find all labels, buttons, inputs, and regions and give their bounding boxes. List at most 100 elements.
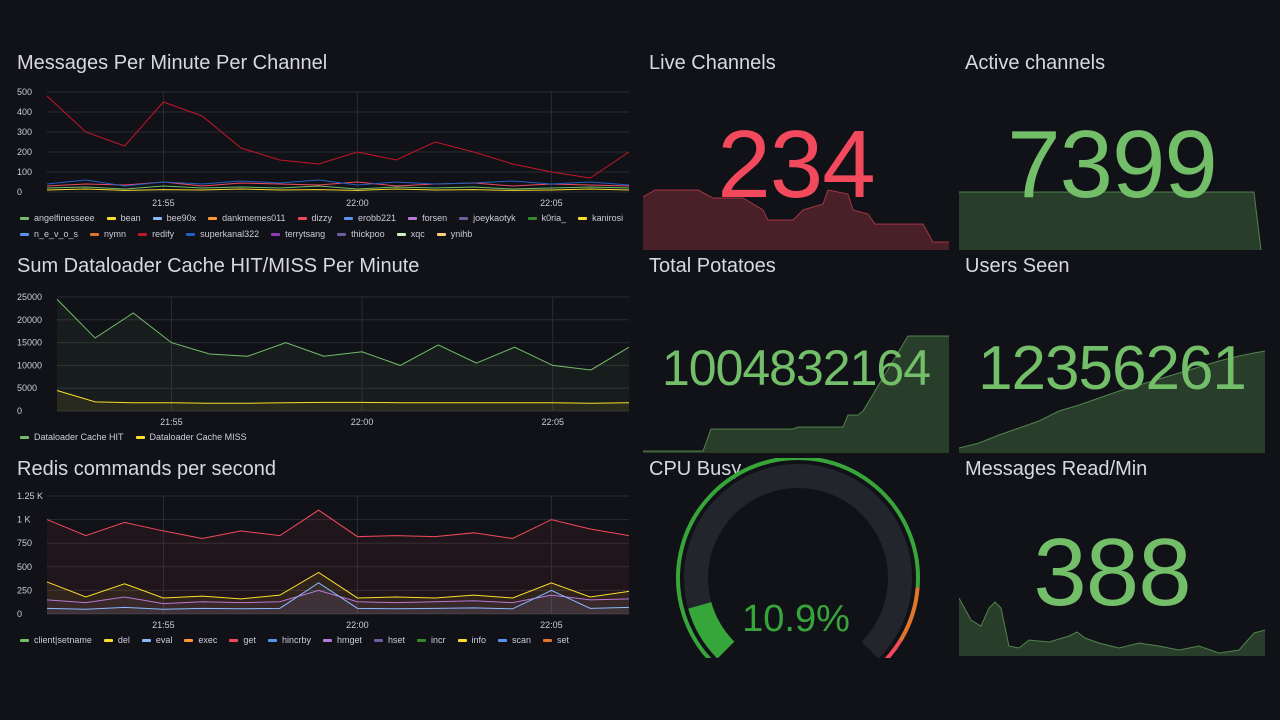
legend-item[interactable]: terrytsang bbox=[271, 229, 325, 239]
legend-item[interactable]: get bbox=[229, 635, 256, 645]
x-tick-label: 22:00 bbox=[346, 198, 369, 208]
y-tick-label: 300 bbox=[17, 127, 32, 137]
stat-value: 234 bbox=[717, 111, 875, 218]
stat-value: 12356261 bbox=[978, 334, 1247, 403]
legend-swatch bbox=[459, 217, 469, 221]
legend-item[interactable]: set bbox=[543, 635, 569, 645]
legend-item[interactable]: del bbox=[103, 635, 130, 645]
legend-label: client|setname bbox=[34, 635, 92, 645]
legend-item[interactable]: exec bbox=[184, 635, 217, 645]
series-area bbox=[57, 390, 629, 411]
series-area bbox=[47, 582, 629, 614]
legend-swatch bbox=[373, 639, 383, 643]
y-tick-label: 400 bbox=[17, 107, 32, 117]
series-line bbox=[56, 298, 630, 371]
series-line bbox=[46, 509, 630, 539]
series-line bbox=[56, 390, 630, 404]
legend-swatch bbox=[141, 639, 151, 643]
panel-title: Total Potatoes bbox=[649, 255, 776, 277]
legend-label: nymn bbox=[104, 229, 127, 239]
total-potatoes-sparkline bbox=[643, 335, 949, 453]
y-tick-label: 500 bbox=[17, 562, 32, 572]
legend-item[interactable]: n_e_v_o_s bbox=[20, 229, 78, 239]
legend-swatch bbox=[396, 233, 406, 237]
legend-item[interactable]: eval bbox=[141, 635, 172, 645]
legend-item[interactable]: hincrby bbox=[267, 635, 311, 645]
legend-label: incr bbox=[430, 635, 446, 645]
legend-swatch bbox=[498, 639, 508, 643]
x-tick-label: 22:05 bbox=[540, 620, 563, 630]
legend-swatch bbox=[106, 217, 116, 221]
gauge-threshold-red bbox=[884, 639, 903, 658]
legend-label: superkanal322 bbox=[200, 229, 260, 239]
x-tick-label: 21:55 bbox=[160, 417, 183, 427]
legend-swatch bbox=[416, 639, 426, 643]
legend-item[interactable]: ynihb bbox=[436, 229, 472, 239]
legend-item[interactable]: k0ria_ bbox=[527, 213, 566, 223]
legend-swatch bbox=[90, 233, 100, 237]
legend-swatch bbox=[103, 639, 113, 643]
legend-label: bee90x bbox=[166, 213, 197, 223]
legend-item[interactable]: angelfinesseee bbox=[20, 213, 95, 223]
legend-item[interactable]: dankmemes011 bbox=[208, 213, 286, 223]
legend-swatch bbox=[322, 639, 332, 643]
legend-label: Dataloader Cache HIT bbox=[34, 432, 124, 442]
legend-item[interactable]: client|setname bbox=[20, 635, 92, 645]
legend-label: hincrby bbox=[281, 635, 311, 645]
legend-swatch bbox=[527, 217, 537, 221]
legend-label: dankmemes011 bbox=[222, 213, 286, 223]
legend-swatch bbox=[543, 639, 553, 643]
legend-label: angelfinesseee bbox=[34, 213, 95, 223]
cpu-busy-panel: CPU Busy 10.9% bbox=[643, 458, 949, 658]
legend-item[interactable]: scan bbox=[498, 635, 531, 645]
legend-item[interactable]: bee90x bbox=[152, 213, 197, 223]
redis-commands-panel: Redis commands per second 1.25 K 1 K 750 50… bbox=[17, 458, 632, 653]
legend-item[interactable]: erobb221 bbox=[344, 213, 396, 223]
legend-row: Dataloader Cache HIT Dataloader Cache MIS… bbox=[20, 432, 259, 442]
y-tick-label: 750 bbox=[17, 538, 32, 548]
y-tick-label: 200 bbox=[17, 147, 32, 157]
series-area bbox=[47, 572, 629, 614]
legend-item[interactable]: hset bbox=[373, 635, 405, 645]
panel-title: Messages Per Minute Per Channel bbox=[17, 52, 328, 74]
y-tick-label: 10000 bbox=[17, 360, 42, 370]
series-line bbox=[46, 95, 630, 179]
series-line bbox=[46, 582, 630, 610]
legend-swatch bbox=[184, 639, 194, 643]
messages-per-minute-panel: Messages Per Minute Per Channel 500 400 30… bbox=[17, 52, 632, 247]
active-channels-panel: Active channels 7399 bbox=[959, 52, 1265, 250]
y-tick-label: 0 bbox=[17, 406, 22, 416]
gauge-track bbox=[684, 464, 912, 658]
users-seen-panel: Users Seen 12356261 bbox=[959, 255, 1265, 453]
legend-label: terrytsang bbox=[285, 229, 326, 239]
legend-item[interactable]: Dataloader Cache MISS bbox=[135, 432, 247, 442]
legend-item[interactable]: Dataloader Cache HIT bbox=[20, 432, 124, 442]
panel-title: CPU Busy bbox=[649, 458, 742, 480]
legend-swatch bbox=[208, 217, 218, 221]
legend-swatch bbox=[20, 233, 29, 237]
legend-swatch bbox=[297, 217, 307, 221]
legend-item[interactable]: bean bbox=[106, 213, 141, 223]
legend-item[interactable]: info bbox=[457, 635, 486, 645]
legend-item[interactable]: superkanal322 bbox=[186, 229, 259, 239]
panel-title: Redis commands per second bbox=[17, 458, 277, 480]
legend-item[interactable]: thickpoo bbox=[337, 229, 385, 239]
legend-swatch bbox=[271, 233, 281, 237]
legend-item[interactable]: xqc bbox=[396, 229, 425, 239]
y-tick-label: 0 bbox=[17, 609, 22, 619]
legend-item[interactable]: dizzy bbox=[297, 213, 332, 223]
legend-item[interactable]: joeykaotyk bbox=[459, 213, 516, 223]
legend-label: erobb221 bbox=[358, 213, 397, 223]
legend-item[interactable]: forsen bbox=[408, 213, 447, 223]
legend-swatch bbox=[267, 639, 277, 643]
legend-item[interactable]: redify bbox=[138, 229, 174, 239]
legend-item[interactable]: nymn bbox=[90, 229, 126, 239]
legend-item[interactable]: hmget bbox=[322, 635, 362, 645]
legend-swatch bbox=[20, 436, 29, 440]
legend-item[interactable]: kanirosi bbox=[578, 213, 623, 223]
legend-label: n_e_v_o_s bbox=[34, 229, 79, 239]
legend-swatch bbox=[20, 639, 29, 643]
legend-item[interactable]: incr bbox=[416, 635, 446, 645]
total-potatoes-panel: Total Potatoes 1004832164 bbox=[643, 255, 949, 453]
gauge-threshold-green bbox=[676, 458, 920, 658]
